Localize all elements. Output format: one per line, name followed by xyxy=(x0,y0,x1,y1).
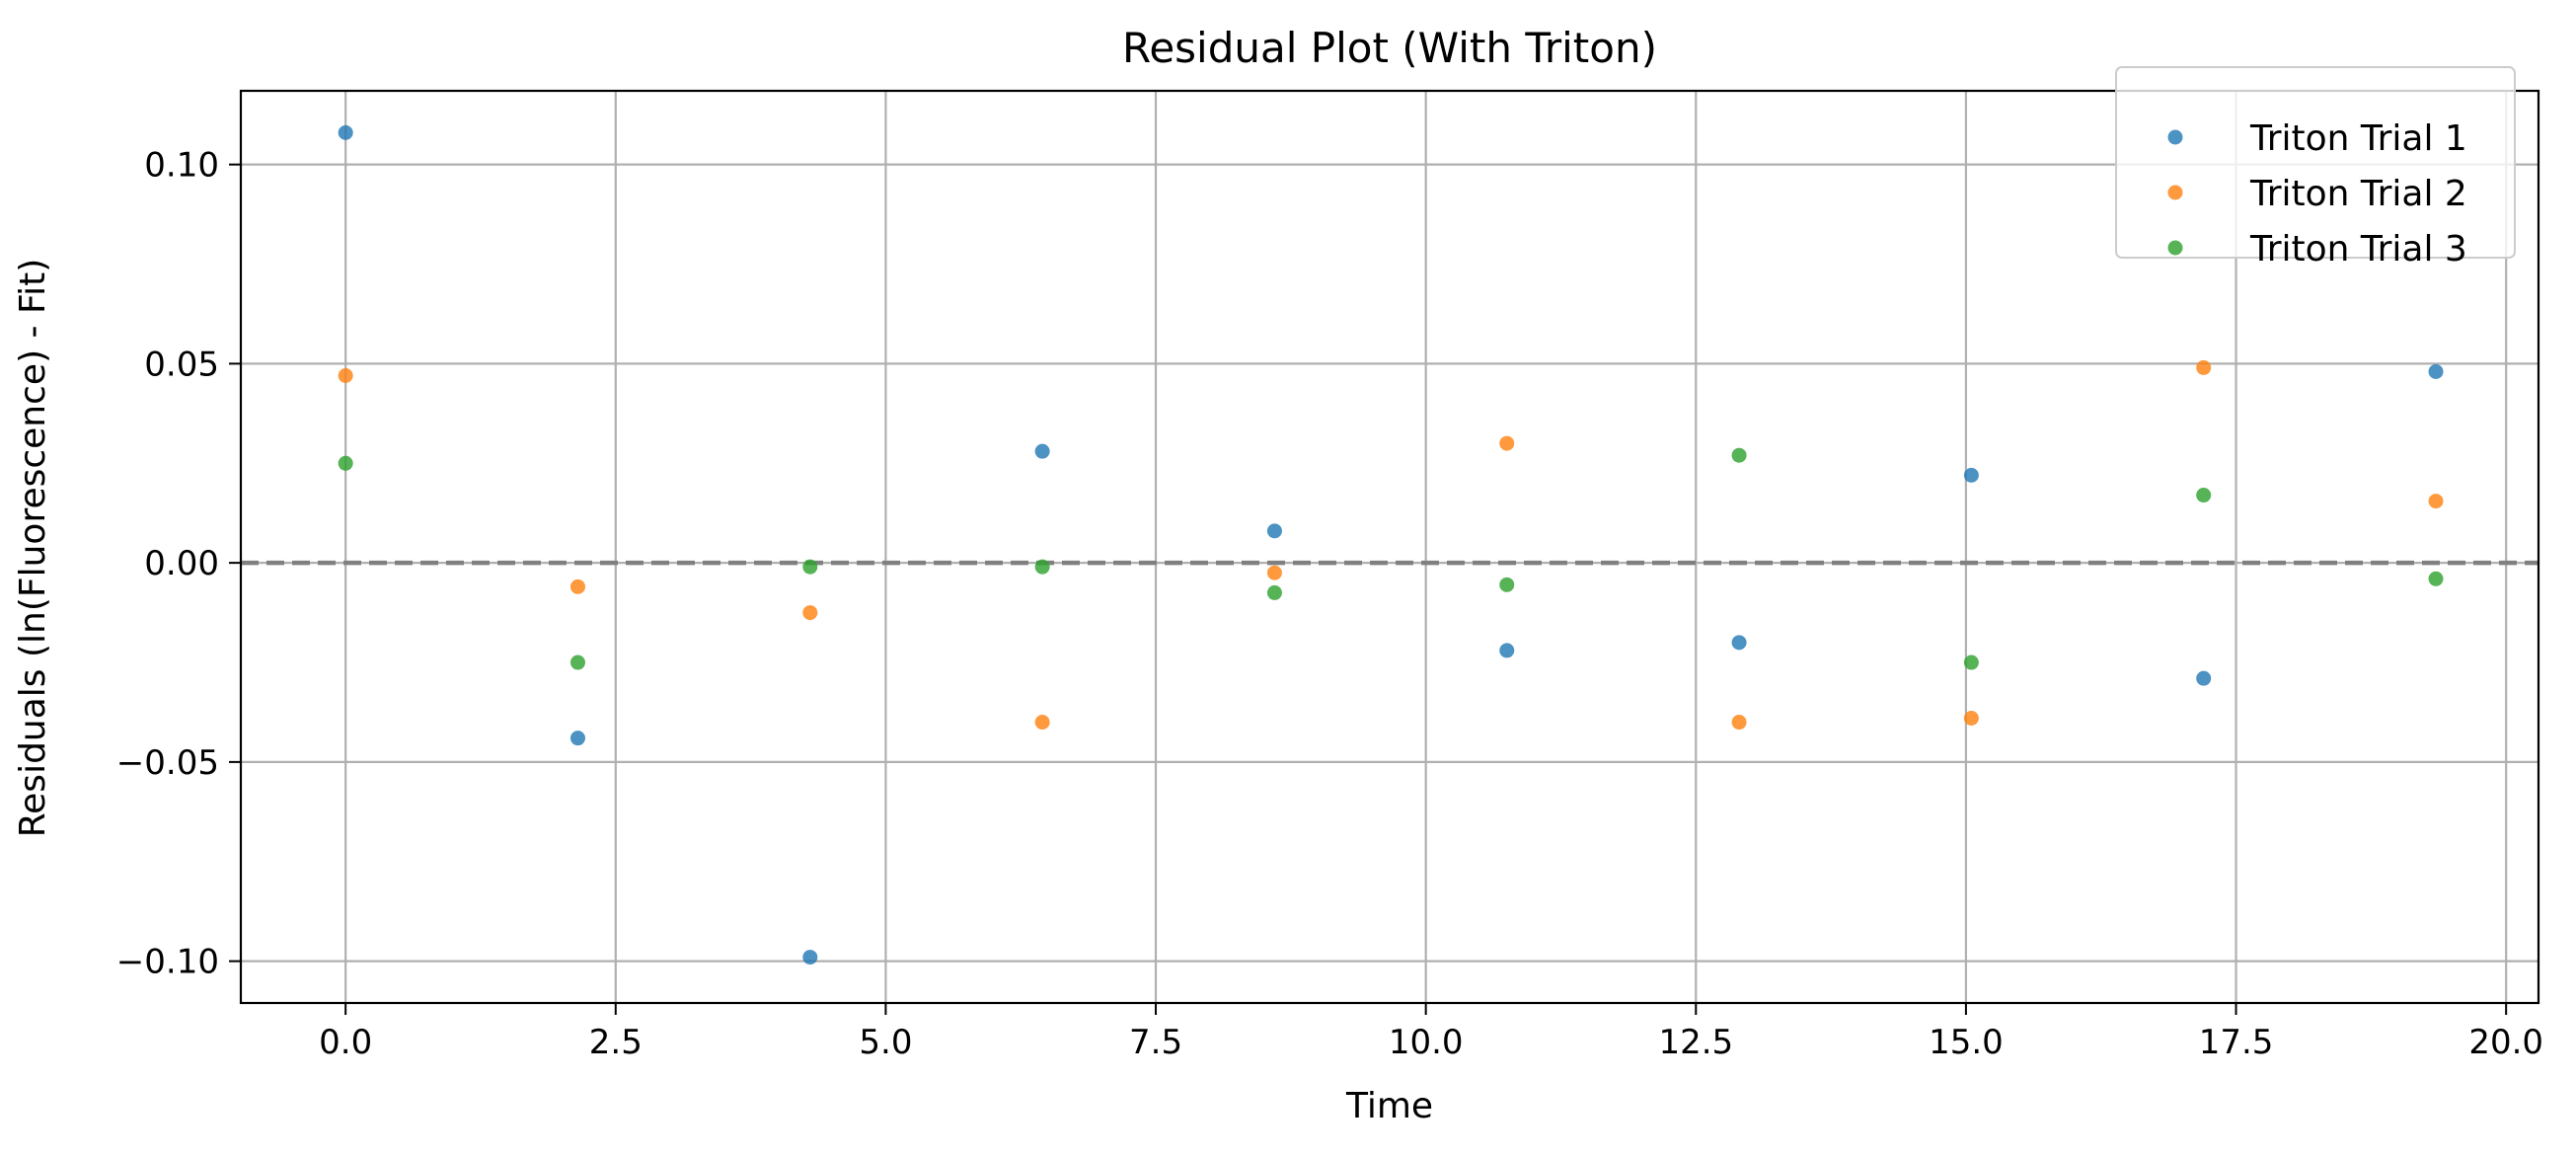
data-point-series-2 xyxy=(1963,711,1979,727)
x-tick-label: 2.5 xyxy=(589,1023,643,1062)
data-point-series-1 xyxy=(1034,443,1050,459)
x-tick-label: 15.0 xyxy=(1929,1023,2004,1062)
data-point-series-2 xyxy=(802,605,818,621)
legend-box xyxy=(2115,66,2516,259)
y-tick-label: 0.00 xyxy=(144,544,219,583)
data-point-series-1 xyxy=(1266,523,1282,539)
y-tick-label: 0.10 xyxy=(144,146,219,186)
data-point-series-2 xyxy=(569,578,585,594)
legend-marker-2 xyxy=(2167,185,2183,200)
x-tick-label: 20.0 xyxy=(2468,1023,2543,1062)
x-tick-label: 5.0 xyxy=(859,1023,912,1062)
data-point-series-3 xyxy=(1499,577,1515,592)
x-axis-label: Time xyxy=(1345,1086,1433,1126)
y-tick-label: −0.05 xyxy=(116,743,219,783)
data-point-series-2 xyxy=(2196,359,2212,375)
data-point-series-2 xyxy=(1034,715,1050,731)
legend-marker-1 xyxy=(2167,129,2183,145)
data-point-series-1 xyxy=(2428,363,2444,379)
legend-label-1: Triton Trial 1 xyxy=(2249,118,2467,159)
plot-frame xyxy=(239,89,2540,1005)
y-axis-label: Residuals (ln(Fluorescence) - Fit) xyxy=(13,259,53,837)
data-point-series-1 xyxy=(802,950,818,965)
x-tick-label: 10.0 xyxy=(1389,1023,1464,1062)
data-point-series-3 xyxy=(802,559,818,575)
data-point-series-1 xyxy=(1499,643,1515,658)
points-layer xyxy=(338,124,2444,965)
data-point-series-1 xyxy=(1731,635,1747,651)
data-point-series-1 xyxy=(2196,670,2212,686)
x-tick-label: 7.5 xyxy=(1129,1023,1182,1062)
data-point-series-3 xyxy=(1963,655,1979,670)
data-point-series-2 xyxy=(2428,494,2444,509)
x-tick-label: 12.5 xyxy=(1658,1023,1733,1062)
data-point-series-3 xyxy=(2196,488,2212,503)
data-point-series-3 xyxy=(1266,584,1282,600)
data-point-series-3 xyxy=(569,655,585,670)
x-tick-label: 17.5 xyxy=(2199,1023,2274,1062)
y-tick-label: −0.10 xyxy=(116,943,219,982)
axes-layer xyxy=(239,89,2540,1005)
data-point-series-3 xyxy=(1034,559,1050,575)
y-tick-label: 0.05 xyxy=(144,345,219,384)
data-point-series-3 xyxy=(338,455,353,471)
data-point-series-1 xyxy=(569,731,585,746)
legend-label-2: Triton Trial 2 xyxy=(2249,174,2467,214)
data-point-series-3 xyxy=(2428,571,2444,586)
data-point-series-2 xyxy=(338,367,353,383)
data-point-series-1 xyxy=(1963,467,1979,483)
data-point-series-3 xyxy=(1731,447,1747,463)
legend-label-3: Triton Trial 3 xyxy=(2249,229,2467,270)
data-point-series-2 xyxy=(1731,715,1747,731)
chart-title: Residual Plot (With Triton) xyxy=(1122,24,1657,72)
x-tick-label: 0.0 xyxy=(319,1023,372,1062)
legend: Triton Trial 1 Triton Trial 2 Triton Trial… xyxy=(2115,66,2516,270)
data-point-series-2 xyxy=(1499,435,1515,451)
data-point-series-1 xyxy=(338,124,353,140)
data-point-series-2 xyxy=(1266,565,1282,580)
ticks-layer: 0.0 2.5 5.0 7.5 10.0 12.5 15.0 17.5 20.0 −0.10 −0.… xyxy=(116,146,2543,1062)
legend-marker-3 xyxy=(2167,240,2183,256)
